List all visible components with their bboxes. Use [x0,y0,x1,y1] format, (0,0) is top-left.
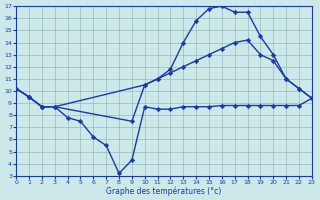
X-axis label: Graphe des températures (°c): Graphe des températures (°c) [106,186,222,196]
